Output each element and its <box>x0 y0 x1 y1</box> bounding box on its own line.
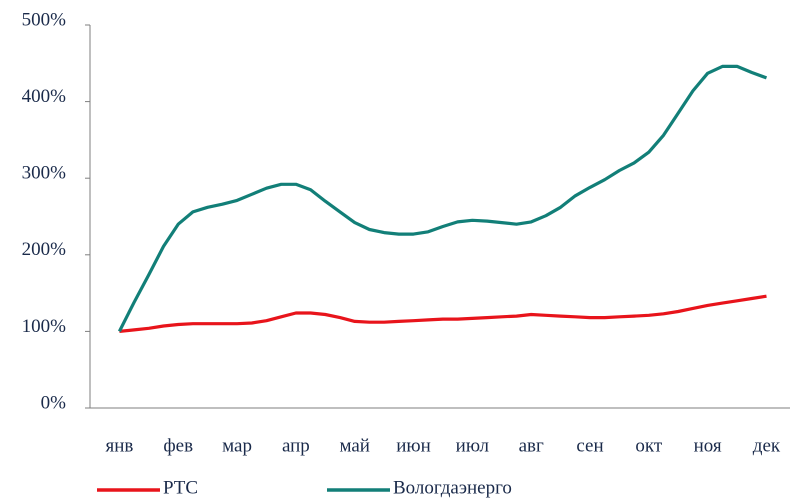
y-tick-label: 300% <box>22 163 67 184</box>
x-tick-label: дек <box>753 435 781 456</box>
x-tick-label: июн <box>396 435 431 456</box>
x-tick-label: окт <box>635 435 662 456</box>
x-tick-label: янв <box>105 435 133 456</box>
legend-label: Вологдаэнерго <box>393 477 512 498</box>
x-tick-label: авг <box>519 435 544 456</box>
x-tick-label: сен <box>576 435 603 456</box>
y-tick-label: 100% <box>22 316 67 337</box>
y-tick-label: 500% <box>22 9 67 30</box>
series-line <box>117 64 768 333</box>
legend-label: РТС <box>163 477 198 498</box>
y-tick-label: 200% <box>22 239 67 260</box>
x-tick-label: май <box>339 435 370 456</box>
x-tick-label: фев <box>163 435 193 456</box>
series-line <box>119 294 767 333</box>
x-tick-label: апр <box>282 435 310 456</box>
x-tick-label: июл <box>456 435 490 456</box>
y-tick-label: 0% <box>41 392 67 413</box>
x-tick-label: ноя <box>694 435 722 456</box>
x-tick-label: мар <box>222 435 252 456</box>
y-tick-label: 400% <box>22 86 67 107</box>
